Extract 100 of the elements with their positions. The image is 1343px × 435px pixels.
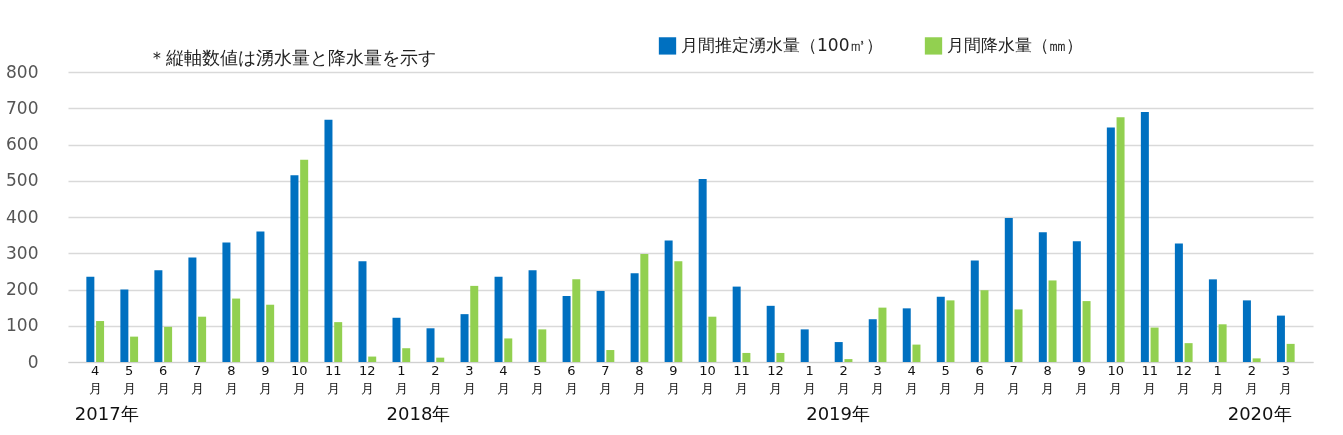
x-tick-label: 4月	[496, 362, 510, 396]
x-tick-label: 1月	[803, 362, 817, 396]
x-tick-label: 9月	[1075, 362, 1089, 396]
y-tick-label: 200	[6, 279, 39, 299]
bar	[664, 240, 673, 362]
bar	[902, 308, 911, 362]
bar	[198, 316, 207, 362]
x-tick-label: 3月	[871, 362, 885, 396]
bar	[912, 344, 921, 362]
bar	[732, 286, 741, 362]
bar	[154, 270, 163, 362]
text: ＊縦軸数値は湧水量と降水量を示す	[148, 47, 436, 68]
bar	[834, 342, 843, 362]
bar	[256, 231, 265, 362]
x-tick-label: 10月	[291, 362, 308, 396]
bar	[868, 319, 877, 362]
bar	[766, 305, 775, 362]
x-tick-label: 1月	[1211, 362, 1225, 396]
x-tick-label: 2月	[428, 362, 442, 396]
bar	[596, 290, 605, 362]
bar	[494, 276, 503, 362]
bar	[504, 338, 513, 362]
bar	[222, 242, 231, 362]
bar	[538, 329, 547, 362]
bar	[1174, 243, 1183, 362]
bar	[1082, 301, 1091, 362]
bar	[1286, 343, 1295, 362]
bar	[1208, 279, 1217, 362]
text: 2017年	[74, 403, 139, 424]
x-tick-label: 5月	[122, 362, 136, 396]
x-tick-label: 9月	[258, 362, 272, 396]
x-tick-label: 12月	[359, 362, 376, 396]
bar	[878, 307, 887, 362]
bar	[674, 261, 683, 362]
bar	[698, 178, 707, 362]
bar	[800, 329, 809, 362]
x-tick-label: 10月	[1107, 362, 1124, 396]
y-tick-label: 300	[6, 242, 39, 263]
bar	[1140, 111, 1149, 362]
text: 2018年	[386, 403, 451, 424]
bar	[1106, 127, 1115, 362]
x-tick-label: 11月	[733, 362, 750, 396]
bar	[572, 279, 581, 362]
bar	[368, 356, 377, 362]
bar	[630, 273, 639, 362]
x-tick-label: 3月	[462, 362, 476, 396]
bar	[1048, 280, 1057, 362]
bar	[130, 336, 139, 362]
bar	[776, 352, 785, 362]
bar	[86, 276, 95, 362]
bar	[470, 285, 479, 362]
x-tick-label: 6月	[973, 362, 987, 396]
bar	[358, 261, 367, 362]
bar	[436, 357, 445, 362]
bar	[426, 328, 435, 362]
bar	[1218, 324, 1227, 362]
x-tick-label: 5月	[939, 362, 953, 396]
bar	[970, 260, 979, 362]
bar	[460, 314, 469, 362]
y-tick-label: 400	[6, 206, 39, 227]
y-tick-label: 800	[6, 61, 39, 82]
bar	[1184, 343, 1193, 362]
bar	[528, 270, 537, 362]
bar	[1072, 241, 1081, 362]
x-tick-label: 4月	[905, 362, 919, 396]
bar	[1014, 309, 1023, 362]
bar	[1004, 218, 1013, 362]
y-tick-label: 500	[6, 170, 39, 191]
bar	[844, 359, 853, 362]
y-tick-label: 700	[6, 97, 39, 118]
text: 2019年	[806, 403, 870, 424]
bar	[402, 348, 411, 362]
bar	[562, 296, 571, 362]
bar	[742, 352, 751, 362]
x-tick-label: 5月	[530, 362, 544, 396]
bar	[324, 119, 333, 362]
bar	[980, 290, 989, 362]
bar	[1150, 327, 1159, 362]
x-tick-label: 11月	[325, 362, 342, 396]
bar	[640, 253, 649, 362]
x-tick-label: 8月	[1041, 362, 1055, 396]
legend-label: 月間推定湧水量（100㎥）	[681, 34, 884, 55]
bar	[1116, 117, 1125, 362]
x-tick-label: 1月	[394, 362, 408, 396]
bar	[1276, 315, 1285, 362]
x-tick-label: 8月	[632, 362, 646, 396]
bar	[1242, 300, 1251, 362]
x-tick-label: 7月	[1007, 362, 1021, 396]
bar	[232, 298, 241, 362]
y-tick-label: 0	[27, 351, 39, 372]
y-tick-label: 100	[6, 315, 39, 336]
bar	[1252, 358, 1261, 362]
x-tick-label: 9月	[666, 362, 680, 396]
x-tick-label: 6月	[564, 362, 578, 396]
x-tick-label: 10月	[699, 362, 716, 396]
text: 2020年	[1227, 403, 1292, 424]
x-tick-label: 2月	[837, 362, 851, 396]
x-tick-label: 8月	[224, 362, 238, 396]
x-tick-label: 3月	[1279, 362, 1293, 396]
bar	[936, 296, 945, 362]
